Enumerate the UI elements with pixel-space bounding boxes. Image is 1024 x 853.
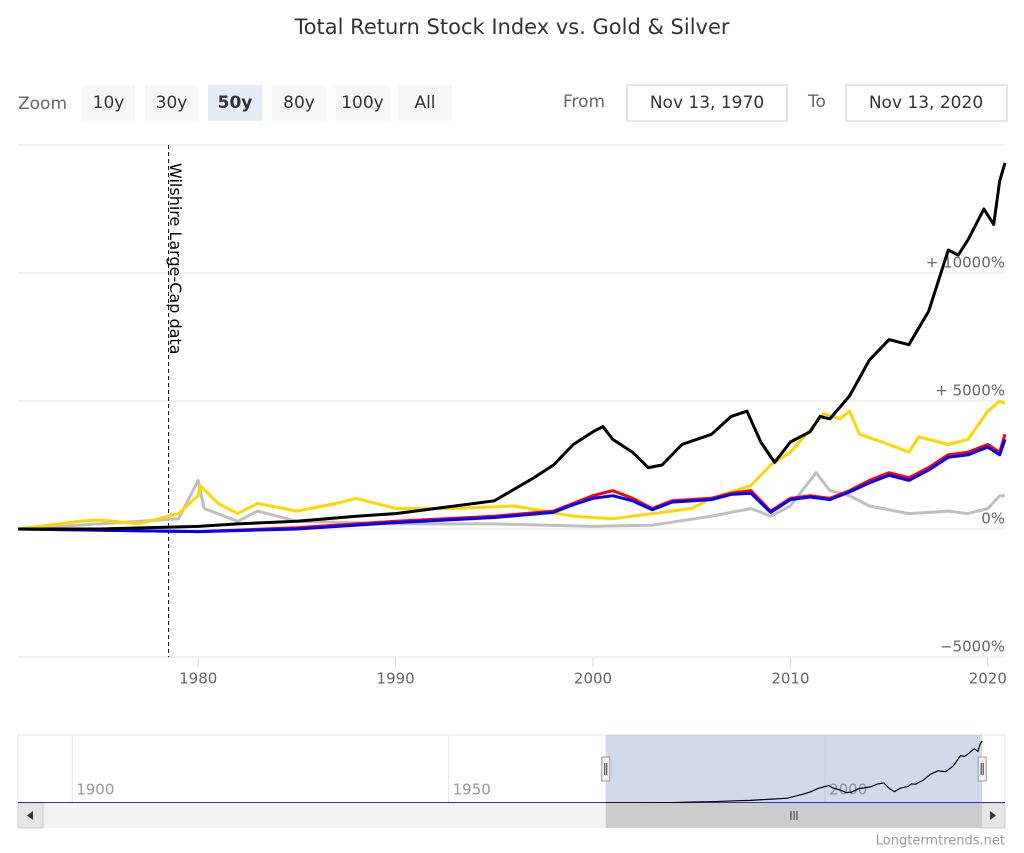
to-label: To <box>807 92 826 112</box>
series-line <box>17 471 1005 531</box>
zoom-button-label[interactable]: 50y <box>218 93 253 113</box>
chart-title: Total Return Stock Index vs. Gold & Silv… <box>293 15 729 39</box>
x-tick-label: 2020 <box>969 670 1007 688</box>
zoom-label: Zoom <box>18 94 67 114</box>
navigator-tick-label: 2000 <box>829 781 867 799</box>
zoom-button[interactable] <box>208 85 262 121</box>
from-date[interactable]: Nov 13, 1970 <box>650 93 764 113</box>
zoom-button-label[interactable]: 30y <box>156 93 188 113</box>
series-line <box>18 162 1007 531</box>
x-tick-label: 1980 <box>179 670 217 688</box>
series-line <box>17 399 1006 531</box>
y-tick-label: + 5000% <box>935 382 1005 400</box>
zoom-button-label[interactable]: 10y <box>93 93 125 113</box>
from-label: From <box>563 92 605 112</box>
y-tick-label: −5000% <box>940 638 1005 656</box>
zoom-button[interactable] <box>398 85 452 121</box>
credits[interactable]: Longtermtrends.net <box>876 834 1005 849</box>
navigator-handle[interactable] <box>601 756 611 782</box>
scrollbar-right-arrow <box>990 811 996 820</box>
navigator-handle[interactable] <box>977 756 987 782</box>
y-tick-label: 0% <box>981 510 1005 528</box>
navigator-tick-label: 1900 <box>76 781 114 799</box>
scrollbar-left-arrow <box>27 811 33 820</box>
zoom-button[interactable] <box>335 85 390 121</box>
x-tick-label: 2000 <box>574 670 612 688</box>
navigator-handle-grip <box>980 763 984 775</box>
plot-line-label: Wilshire Large-Cap data <box>166 163 185 354</box>
to-date[interactable]: Nov 13, 2020 <box>869 93 983 113</box>
zoom-button[interactable] <box>145 85 198 121</box>
to-input[interactable] <box>845 84 1008 122</box>
zoom-button[interactable] <box>82 85 135 121</box>
navigator-mask <box>605 735 983 803</box>
zoom-button-label[interactable]: 80y <box>283 93 315 113</box>
scrollbar-grip <box>790 811 798 820</box>
y-tick-label: + 10000% <box>926 254 1005 272</box>
from-input[interactable] <box>626 84 788 122</box>
x-tick-label: 2010 <box>771 670 809 688</box>
series-line <box>17 438 1007 534</box>
navigator-handle-grip <box>604 763 608 775</box>
navigator-tick-label: 1950 <box>453 781 491 799</box>
zoom-button-label[interactable]: 100y <box>341 93 384 113</box>
zoom-button-label[interactable]: All <box>414 93 435 113</box>
navigator-series <box>605 740 983 804</box>
x-tick-label: 1990 <box>377 670 415 688</box>
zoom-button[interactable] <box>272 85 326 121</box>
